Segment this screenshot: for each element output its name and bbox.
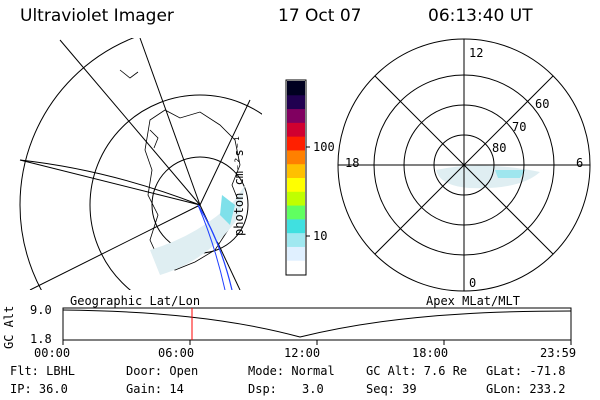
- colorbar-cell: [287, 246, 305, 261]
- spacecraft-track: [197, 204, 226, 290]
- x-tick-2359: 23:59: [540, 346, 577, 360]
- meridian-line: [19, 159, 201, 206]
- meridian-line: [29, 204, 201, 290]
- aurora-emission: [150, 185, 245, 275]
- continent-outline: [144, 109, 241, 271]
- latitude-circle: [89, 94, 262, 290]
- colorbar-cell: [287, 149, 305, 165]
- glon-value: GLon: 233.2: [486, 382, 566, 396]
- x-tick-0000: 00:00: [34, 346, 71, 360]
- colorbar-cell: [287, 218, 305, 234]
- right-panel-title: Apex MLat/MLT: [426, 294, 520, 308]
- dsp-value: 3.0: [302, 382, 324, 396]
- altitude-panel: [62, 307, 572, 345]
- colorbar-cell: [287, 205, 305, 220]
- y-tick-9: 9.0: [30, 303, 52, 317]
- colorbar-cell: [287, 122, 305, 137]
- altitude-axis-label: GC Alt: [2, 305, 16, 349]
- gc-alt-value: GC Alt: 7.6 Re: [366, 364, 468, 378]
- colorbar-tick-100: 100: [313, 140, 335, 154]
- colorbar-cell: [287, 108, 305, 123]
- latitude-circle: [19, 38, 135, 290]
- clock-label-12: 12: [469, 46, 484, 60]
- x-tick-0600: 06:00: [158, 346, 195, 360]
- colorbar-cell: [287, 177, 305, 192]
- colorbar-unit-label: photon cm⁻²s⁻¹: [232, 134, 246, 236]
- seq-value: Seq: 39: [366, 382, 417, 396]
- instrument-title: Ultraviolet Imager: [20, 6, 174, 26]
- spacecraft-track: [197, 204, 233, 290]
- coastline: [149, 129, 159, 149]
- lat-label-60: 60: [535, 97, 550, 111]
- clock-label-18: 18: [345, 156, 360, 170]
- clock-label-0: 0: [469, 276, 477, 290]
- colorbar-cell: [287, 191, 305, 206]
- geographic-map: [19, 38, 262, 290]
- mlt-line: [374, 75, 554, 255]
- ip-value: IP: 36.0: [10, 382, 68, 396]
- colorbar-cell: [287, 94, 305, 110]
- glat-value: GLat: -71.8: [486, 364, 566, 378]
- door-value: Door: Open: [126, 364, 199, 378]
- meridian-line: [19, 159, 201, 206]
- left-panel-title: Geographic Lat/Lon: [70, 294, 201, 308]
- colorbar-cell: [287, 81, 305, 96]
- colorbar-cell: [287, 260, 305, 275]
- lat-label-80: 80: [492, 141, 507, 155]
- lat-label-70: 70: [512, 120, 527, 134]
- x-tick-1200: 12:00: [284, 346, 321, 360]
- colorbar-cell: [287, 232, 305, 247]
- aurora-emission: [495, 170, 525, 178]
- dsp-label: Dsp:: [248, 382, 277, 396]
- meridian-line: [59, 39, 201, 206]
- gain-value: Gain: 14: [126, 382, 184, 396]
- color-bar: [285, 79, 310, 276]
- meridian-line: [199, 99, 251, 206]
- filter-value: Flt: LBHL: [10, 364, 76, 378]
- apex-polar-plot: [337, 38, 591, 292]
- altitude-curve: [62, 309, 572, 338]
- meridian-line: [139, 38, 201, 206]
- colorbar-cell: [287, 163, 305, 178]
- mode-value: Mode: Normal: [248, 364, 335, 378]
- clock-label-6: 6: [576, 156, 584, 170]
- colorbar-cell: [287, 136, 305, 151]
- date-label: 17 Oct 07: [278, 6, 362, 26]
- aurora-emission: [220, 195, 235, 225]
- colorbar-tick-10: 10: [313, 229, 328, 243]
- time-label: 06:13:40 UT: [428, 6, 533, 26]
- y-tick-1-8: 1.8: [30, 332, 52, 346]
- coastline: [119, 69, 139, 79]
- x-tick-1800: 18:00: [412, 346, 449, 360]
